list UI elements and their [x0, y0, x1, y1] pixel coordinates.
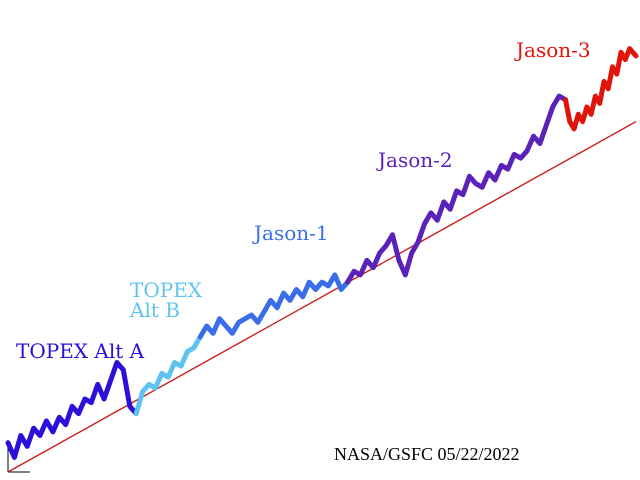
series-label-layer: TOPEX Alt A TOPEX Alt B Jason-1 Jason-2 Jason…: [16, 38, 591, 363]
series-line-1: [5, 360, 139, 460]
series-label-2: TOPEX Alt B: [129, 278, 203, 322]
series-line-2: [133, 334, 203, 417]
series-label-5: Jason-3: [514, 38, 591, 62]
trend-line: [7, 120, 637, 473]
series-label-4: Jason-2: [376, 148, 453, 172]
series-line-5: [563, 46, 639, 132]
credit-label: NASA/GSFC 05/22/2022: [334, 444, 520, 464]
trend-line-layer: [7, 120, 637, 473]
series-layer: [5, 46, 639, 460]
series-line-3: [197, 272, 351, 340]
series-label-3: Jason-1: [252, 221, 329, 245]
series-line-4: [345, 93, 568, 285]
series-label-1: TOPEX Alt A: [16, 339, 145, 363]
